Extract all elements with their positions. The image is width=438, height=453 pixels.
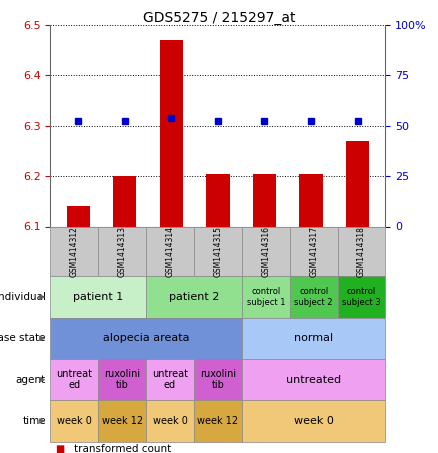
Bar <box>206 173 230 226</box>
Bar <box>299 173 323 226</box>
Text: agent: agent <box>16 375 46 385</box>
Text: patient 1: patient 1 <box>73 292 124 302</box>
Text: disease state: disease state <box>0 333 46 343</box>
Bar <box>346 141 369 226</box>
Text: untreated: untreated <box>286 375 341 385</box>
Bar <box>253 173 276 226</box>
Text: GSM1414313: GSM1414313 <box>118 226 127 277</box>
Text: ruxolini
tib: ruxolini tib <box>104 369 140 390</box>
Text: normal: normal <box>294 333 333 343</box>
Text: GSM1414318: GSM1414318 <box>357 226 366 277</box>
Bar <box>160 40 183 227</box>
Text: time: time <box>22 416 46 426</box>
Text: untreat
ed: untreat ed <box>152 369 188 390</box>
Bar <box>113 176 137 226</box>
Text: control
subject 2: control subject 2 <box>294 287 333 307</box>
Text: week 0: week 0 <box>57 416 92 426</box>
Text: week 12: week 12 <box>102 416 143 426</box>
Text: control
subject 3: control subject 3 <box>342 287 381 307</box>
Text: GSM1414312: GSM1414312 <box>70 226 79 277</box>
Text: transformed count: transformed count <box>74 444 172 453</box>
Text: control
subject 1: control subject 1 <box>247 287 285 307</box>
Text: alopecia areata: alopecia areata <box>103 333 189 343</box>
Text: untreat
ed: untreat ed <box>57 369 92 390</box>
Text: week 12: week 12 <box>198 416 238 426</box>
Text: GSM1414317: GSM1414317 <box>309 226 318 277</box>
Text: week 0: week 0 <box>294 416 334 426</box>
Text: ruxolini
tib: ruxolini tib <box>200 369 236 390</box>
Text: GDS5275 / 215297_at: GDS5275 / 215297_at <box>143 11 295 25</box>
Text: individual: individual <box>0 292 46 302</box>
Text: ■: ■ <box>55 444 64 453</box>
Text: week 0: week 0 <box>152 416 187 426</box>
Text: GSM1414315: GSM1414315 <box>213 226 223 277</box>
Text: patient 2: patient 2 <box>169 292 219 302</box>
Text: GSM1414316: GSM1414316 <box>261 226 270 277</box>
Text: GSM1414314: GSM1414314 <box>166 226 174 277</box>
Bar <box>67 207 90 226</box>
